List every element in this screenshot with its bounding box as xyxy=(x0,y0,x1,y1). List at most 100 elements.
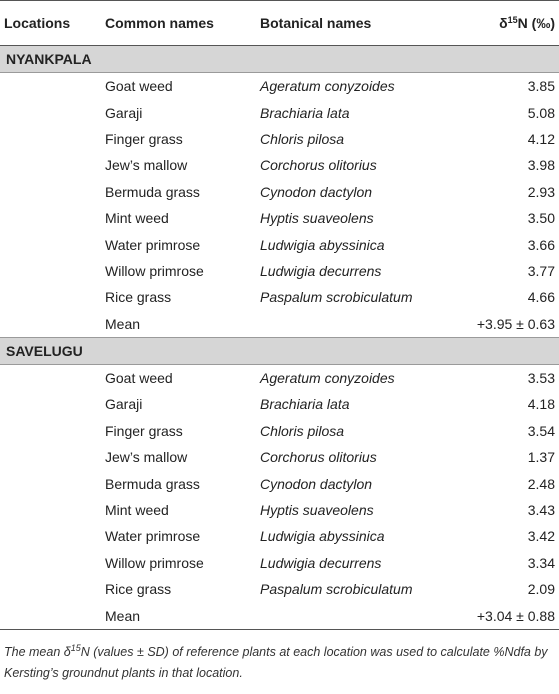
isotope-table: Locations Common names Botanical names δ… xyxy=(0,0,559,630)
table-row: Mint weed Hyptis suaveolens 3.50 xyxy=(0,205,559,231)
group-row: SAVELUGU xyxy=(0,336,559,365)
cell-common-name: Willow primrose xyxy=(105,262,204,279)
footnote-sup: 15 xyxy=(70,642,81,653)
cell-botanical-name: Chloris pilosa xyxy=(260,422,345,439)
cell-location xyxy=(0,179,105,205)
cell-delta-value: 3.42 xyxy=(527,528,555,545)
table-row: Garaji Brachiaria lata 5.08 xyxy=(0,99,559,125)
table-row: Bermuda grass Cynodon dactylon 2.93 xyxy=(0,179,559,205)
table-body: NYANKPALA Goat weed Ageratum conyzoides 3.8… xyxy=(0,45,559,630)
cell-common-name: Jew’s mallow xyxy=(105,449,188,466)
cell-delta-value: 1.37 xyxy=(527,449,555,466)
cell-delta-value: 3.66 xyxy=(527,236,555,253)
cell-botanical-name: Brachiaria lata xyxy=(260,396,350,413)
cell-location xyxy=(0,470,105,496)
cell-common-name: Bermuda grass xyxy=(105,475,200,492)
cell-botanical-name: Ageratum conyzoides xyxy=(260,78,395,95)
table-row: Goat weed Ageratum conyzoides 3.85 xyxy=(0,73,559,100)
header-delta-sup: 15 xyxy=(507,15,518,25)
cell-botanical-name: Ludwigia decurrens xyxy=(260,554,382,571)
cell-location xyxy=(0,576,105,602)
cell-botanical-name xyxy=(260,602,460,630)
footnote-part1: The mean δ xyxy=(4,644,71,659)
cell-botanical-name: Ludwigia abyssinica xyxy=(260,236,385,253)
cell-location xyxy=(0,523,105,549)
table-row: Water primrose Ludwigia abyssinica 3.66 xyxy=(0,231,559,257)
header-locations: Locations xyxy=(0,0,105,46)
cell-common-name: Jew’s mallow xyxy=(105,157,188,174)
cell-delta-value: 2.93 xyxy=(527,183,555,200)
cell-location xyxy=(0,73,105,100)
cell-botanical-name: Brachiaria lata xyxy=(260,104,350,121)
table-row: Willow primrose Ludwigia decurrens 3.34 xyxy=(0,550,559,576)
cell-delta-value: +3.04 ± 0.88 xyxy=(460,602,559,630)
table-row: Jew’s mallow Corchorus olitorius 3.98 xyxy=(0,152,559,178)
cell-botanical-name: Hyptis suaveolens xyxy=(260,502,374,519)
cell-delta-value: 4.12 xyxy=(527,130,555,147)
cell-botanical-name: Ludwigia abyssinica xyxy=(260,528,385,545)
cell-common-name: Willow primrose xyxy=(105,554,204,571)
cell-botanical-name: Ludwigia decurrens xyxy=(260,262,382,279)
group-row: NYANKPALA xyxy=(0,45,559,73)
cell-common-name: Garaji xyxy=(105,104,143,121)
cell-common-name: Finger grass xyxy=(105,130,183,147)
cell-location xyxy=(0,152,105,178)
mean-row: Mean +3.04 ± 0.88 xyxy=(0,602,559,630)
table-row: Water primrose Ludwigia abyssinica 3.42 xyxy=(0,523,559,549)
cell-botanical-name: Paspalum scrobiculatum xyxy=(260,289,413,306)
cell-common-name: Mean xyxy=(105,602,260,630)
table-row: Rice grass Paspalum scrobiculatum 4.66 xyxy=(0,284,559,310)
cell-delta-value: 2.48 xyxy=(527,475,555,492)
cell-common-name: Rice grass xyxy=(105,289,172,306)
cell-location xyxy=(0,231,105,257)
cell-delta-value: 3.54 xyxy=(527,422,555,439)
cell-botanical-name: Ageratum conyzoides xyxy=(260,370,395,387)
cell-botanical-name: Corchorus olitorius xyxy=(260,449,377,466)
table-footnote: The mean δ15N (values ± SD) of reference… xyxy=(0,630,559,684)
cell-common-name: Mean xyxy=(105,315,141,332)
table-row: Rice grass Paspalum scrobiculatum 2.09 xyxy=(0,576,559,602)
header-row: Locations Common names Botanical names δ… xyxy=(0,0,559,46)
cell-common-name: Mint weed xyxy=(105,502,169,519)
cell-location xyxy=(0,391,105,417)
cell-location xyxy=(0,258,105,284)
cell-common-name: Goat weed xyxy=(105,370,173,387)
cell-delta-value: 5.08 xyxy=(527,104,555,121)
table-row: Finger grass Chloris pilosa 4.12 xyxy=(0,126,559,152)
cell-delta-value: 3.85 xyxy=(527,78,555,95)
cell-location xyxy=(0,205,105,231)
cell-delta-value: 3.50 xyxy=(527,210,555,227)
header-common-names: Common names xyxy=(105,0,260,46)
cell-delta-value: 3.43 xyxy=(527,502,555,519)
cell-location xyxy=(0,99,105,125)
cell-common-name: Bermuda grass xyxy=(105,183,200,200)
cell-location xyxy=(0,444,105,470)
group-label: NYANKPALA xyxy=(0,45,559,73)
cell-location xyxy=(0,550,105,576)
group-label: SAVELUGU xyxy=(0,336,559,365)
cell-common-name: Finger grass xyxy=(105,422,183,439)
table-row: Finger grass Chloris pilosa 3.54 xyxy=(0,418,559,444)
table-row: Willow primrose Ludwigia decurrens 3.77 xyxy=(0,258,559,284)
table-row: Garaji Brachiaria lata 4.18 xyxy=(0,391,559,417)
cell-common-name: Water primrose xyxy=(105,528,201,545)
table-header: Locations Common names Botanical names δ… xyxy=(0,0,559,46)
cell-common-name: Goat weed xyxy=(105,78,173,95)
table-row: Jew’s mallow Corchorus olitorius 1.37 xyxy=(0,444,559,470)
cell-location xyxy=(0,126,105,152)
cell-location xyxy=(0,418,105,444)
cell-botanical-name: Corchorus olitorius xyxy=(260,157,377,174)
header-delta-prefix: δ xyxy=(499,15,508,31)
cell-botanical-name xyxy=(260,311,460,338)
table-row: Goat weed Ageratum conyzoides 3.53 xyxy=(0,364,559,391)
table-row: Mint weed Hyptis suaveolens 3.43 xyxy=(0,497,559,523)
cell-botanical-name: Hyptis suaveolens xyxy=(260,210,374,227)
cell-botanical-name: Cynodon dactylon xyxy=(260,475,373,492)
cell-delta-value: 4.66 xyxy=(527,289,555,306)
cell-botanical-name: Chloris pilosa xyxy=(260,130,345,147)
cell-location xyxy=(0,497,105,523)
cell-delta-value: 3.77 xyxy=(527,262,555,279)
cell-delta-value: 4.18 xyxy=(527,396,555,413)
mean-row: Mean +3.95 ± 0.63 xyxy=(0,311,559,338)
cell-botanical-name: Cynodon dactylon xyxy=(260,183,373,200)
